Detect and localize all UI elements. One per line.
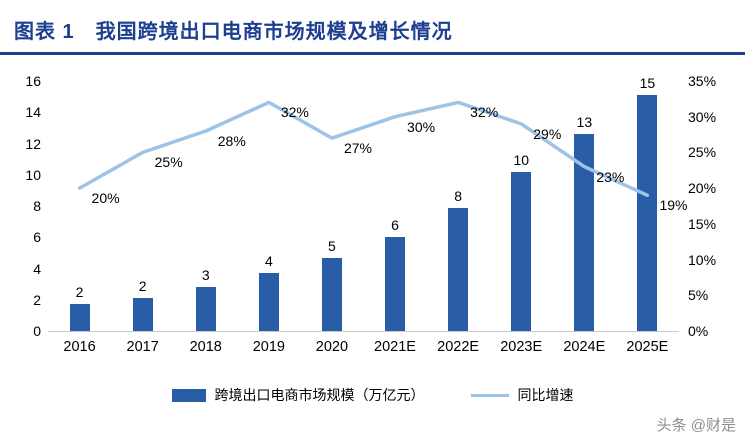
market-size-bar bbox=[511, 171, 532, 331]
right-y-axis: 0% 5% 10% 15% 20% 25% 30% 35% bbox=[679, 74, 733, 338]
bar-value-label: 5 bbox=[328, 237, 336, 254]
x-axis-label: 2023E bbox=[500, 339, 543, 355]
market-size-bar bbox=[385, 237, 406, 331]
growth-point-label: 29% bbox=[533, 125, 562, 142]
title-underline bbox=[0, 52, 745, 55]
left-axis-tick: 10 bbox=[25, 166, 41, 183]
growth-point-label: 25% bbox=[154, 154, 183, 171]
bar-value-label: 15 bbox=[639, 75, 656, 92]
market-size-bar bbox=[195, 287, 216, 331]
right-axis-tick: 10% bbox=[688, 251, 717, 268]
bar-value-label: 6 bbox=[391, 217, 399, 234]
watermark: 头条 @财是 bbox=[656, 417, 736, 434]
growth-line bbox=[77, 100, 650, 198]
legend-line-swatch-icon bbox=[470, 393, 509, 397]
x-axis: 2016 2017 2018 2019 2020 2021E 2022E 2023E 2024E… bbox=[48, 339, 679, 355]
right-axis-tick: 0% bbox=[688, 323, 709, 339]
market-size-bar bbox=[258, 273, 279, 331]
legend-bar-swatch-icon bbox=[171, 388, 206, 402]
x-axis-label: 2019 bbox=[252, 339, 285, 355]
x-axis-label: 2016 bbox=[63, 339, 96, 355]
x-axis-label: 2018 bbox=[189, 339, 222, 355]
plot-area: 2 2 3 4 5 6 8 10 13 15 20% 25% 28% 32% 27% 30% 32% 29% 23%… bbox=[48, 76, 687, 332]
growth-point-label: 28% bbox=[217, 133, 246, 149]
right-axis-tick: 25% bbox=[688, 144, 717, 161]
right-axis-tick: 30% bbox=[688, 108, 717, 125]
bar-value-label: 2 bbox=[138, 278, 147, 295]
market-size-bar bbox=[448, 207, 469, 331]
growth-point-label: 20% bbox=[91, 190, 120, 207]
legend-item: 同比增速 bbox=[470, 385, 574, 405]
x-axis-label: 2017 bbox=[126, 339, 159, 355]
left-axis-tick: 0 bbox=[33, 323, 41, 339]
x-axis-label: 2025E bbox=[626, 339, 669, 355]
left-axis-tick: 4 bbox=[33, 260, 41, 277]
left-axis-tick: 6 bbox=[33, 229, 41, 246]
legend-label: 同比增速 bbox=[517, 387, 574, 403]
growth-point-label: 23% bbox=[596, 168, 625, 185]
bar-value-label: 3 bbox=[201, 267, 210, 284]
market-size-bar bbox=[132, 298, 153, 331]
growth-point-label: 19% bbox=[659, 197, 688, 214]
bar-value-label: 10 bbox=[513, 151, 530, 168]
chart-title: 图表 1 我国跨境出口电商市场规模及增长情况 bbox=[14, 21, 453, 43]
bar-value-label: 4 bbox=[264, 253, 273, 270]
market-size-bar bbox=[321, 257, 342, 331]
x-axis-label: 2024E bbox=[563, 339, 606, 355]
growth-point-label: 27% bbox=[343, 140, 372, 157]
growth-point-label: 32% bbox=[470, 104, 499, 121]
chart: 0 2 4 6 8 10 12 14 16 2 2 3 4 5 6 8 10 13 15 20% 25% 28% 32% 2… bbox=[0, 74, 745, 355]
left-axis-tick: 12 bbox=[25, 135, 41, 152]
x-axis-label: 2020 bbox=[315, 339, 349, 355]
right-axis-tick: 15% bbox=[688, 215, 717, 232]
left-y-axis: 0 2 4 6 8 10 12 14 16 bbox=[8, 74, 48, 338]
market-size-bar bbox=[69, 304, 90, 331]
plot-wrap: 2 2 3 4 5 6 8 10 13 15 20% 25% 28% 32% 27% 30% 32% 29% 23%… bbox=[48, 76, 687, 355]
left-axis-tick: 16 bbox=[25, 73, 41, 89]
legend: 跨境出口电商市场规模（万亿元） 同比增速 bbox=[0, 385, 745, 405]
bar-value-label: 2 bbox=[75, 284, 84, 301]
left-axis-tick: 2 bbox=[33, 291, 41, 308]
bar-value-label: 13 bbox=[576, 114, 593, 131]
right-axis-tick: 20% bbox=[688, 180, 717, 197]
legend-label: 跨境出口电商市场规模（万亿元） bbox=[214, 387, 425, 403]
left-axis-tick: 8 bbox=[33, 198, 41, 214]
right-axis-tick: 35% bbox=[688, 73, 717, 89]
legend-item: 跨境出口电商市场规模（万亿元） bbox=[171, 385, 425, 405]
growth-point-label: 32% bbox=[280, 104, 309, 121]
left-axis-tick: 14 bbox=[25, 104, 41, 121]
market-size-bar bbox=[574, 134, 595, 331]
x-axis-label: 2022E bbox=[437, 339, 480, 355]
bar-value-label: 8 bbox=[454, 187, 463, 204]
growth-point-label: 30% bbox=[407, 118, 436, 135]
market-size-bar bbox=[637, 95, 658, 331]
x-axis-label: 2021E bbox=[374, 339, 416, 355]
right-axis-tick: 5% bbox=[688, 287, 709, 304]
